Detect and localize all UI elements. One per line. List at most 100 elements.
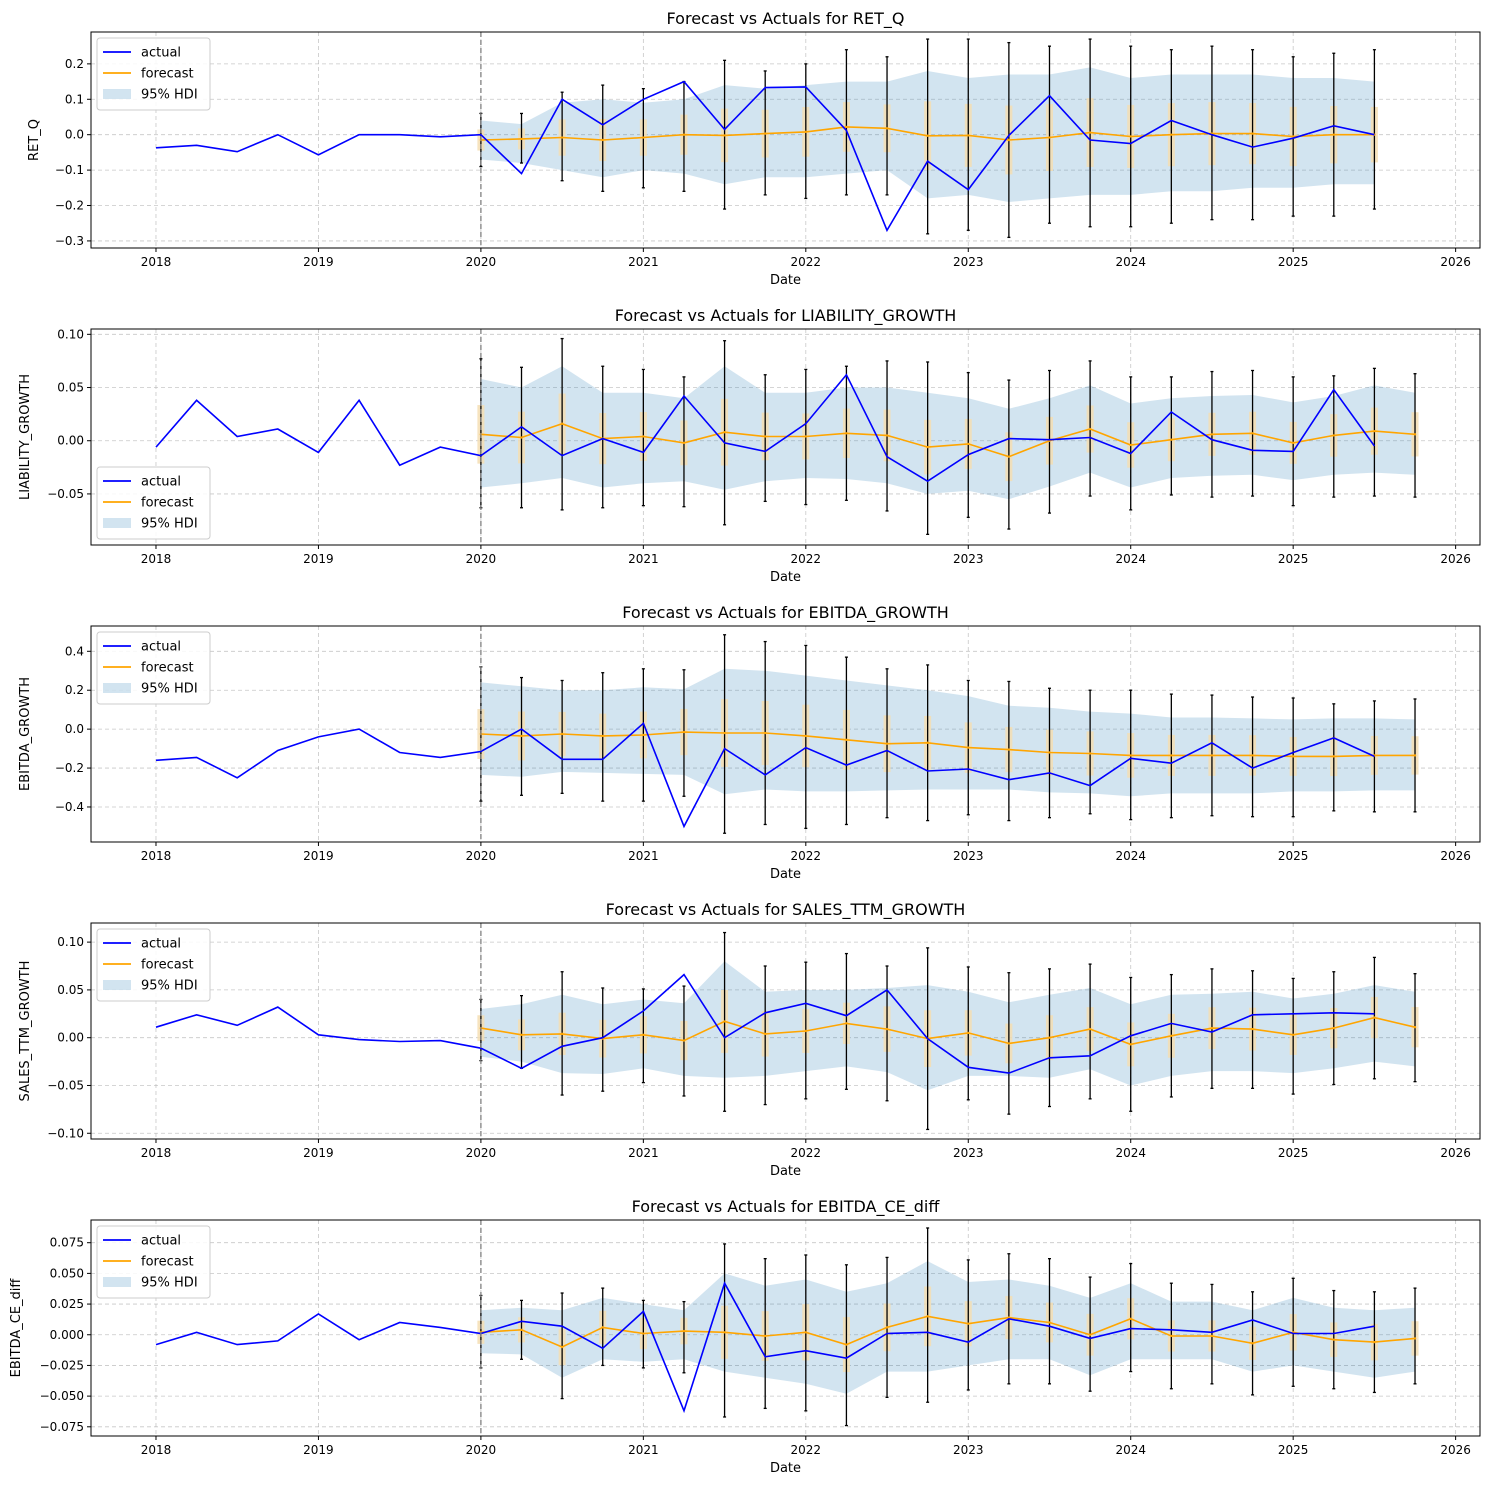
x-axis-label: Date (770, 867, 801, 882)
y-tick-label: 0.2 (65, 683, 84, 697)
legend-label-actual: actual (141, 937, 181, 952)
y-tick-label: 0.2 (65, 57, 84, 71)
forecast-point (926, 1315, 929, 1318)
x-tick-label: 2026 (1440, 552, 1471, 566)
x-tick-label: 2019 (303, 1146, 334, 1160)
forecast-point (1413, 433, 1417, 436)
forecast-point (1170, 754, 1173, 757)
legend-label-hdi: 95% HDI (141, 1276, 198, 1291)
forecast-point (560, 1032, 564, 1036)
forecast-point (1291, 441, 1295, 445)
forecast-point (926, 445, 929, 449)
forecast-point (1413, 1337, 1417, 1340)
forecast-point (520, 137, 523, 141)
forecast-point (601, 138, 604, 142)
y-tick-label: 0.075 (50, 1236, 84, 1250)
x-tick-label: 2018 (141, 1146, 172, 1160)
y-tick-label: 0.000 (50, 1328, 84, 1342)
forecast-point (1048, 751, 1051, 754)
forecast-point (804, 1331, 808, 1334)
chart-title: Forecast vs Actuals for EBITDA_CE_diff (632, 1197, 941, 1217)
forecast-point (1088, 1027, 1092, 1031)
x-tick-label: 2025 (1278, 1146, 1309, 1160)
grid (91, 923, 1480, 1139)
x-tick-label: 2023 (953, 1146, 984, 1160)
forecast-point (1251, 1342, 1254, 1345)
x-tick-label: 2026 (1440, 1146, 1471, 1160)
forecast-point (682, 133, 686, 136)
legend-box (96, 928, 211, 1002)
hdi-band (480, 1261, 1415, 1394)
x-tick-label: 2024 (1115, 1146, 1146, 1160)
x-tick-label: 2023 (953, 1443, 984, 1457)
forecast-point (763, 1334, 767, 1338)
chart-panel-2: Forecast vs Actuals for LIABILITY_GROWTH… (18, 306, 1481, 585)
forecast-point (1332, 1026, 1335, 1030)
forecast-point (601, 1326, 604, 1329)
legend: actual forecast 95% HDI (96, 37, 211, 111)
y-tick-label: 0.1 (65, 92, 84, 106)
y-tick-label: 0.4 (65, 644, 84, 658)
y-tick-label: −0.050 (40, 1389, 84, 1403)
forecast-point (845, 432, 848, 435)
forecast-point (1373, 429, 1376, 433)
forecast-point (845, 1343, 848, 1346)
legend-label-hdi: 95% HDI (141, 88, 198, 103)
chart-title: Forecast vs Actuals for RET_Q (667, 9, 905, 29)
forecast-point (1088, 131, 1092, 134)
legend: actual forecast 95% HDI (96, 928, 211, 1002)
forecast-point (682, 1329, 686, 1333)
forecast-point (1170, 133, 1173, 136)
x-tick-label: 2025 (1278, 849, 1309, 863)
forecast-point (560, 422, 564, 425)
forecast-point (804, 130, 808, 134)
y-tick-label: −0.05 (47, 1078, 84, 1092)
forecast-point (682, 730, 686, 734)
legend-label-forecast: forecast (141, 958, 194, 973)
x-axis-label: Date (770, 1461, 801, 1476)
forecast-point (682, 441, 686, 445)
forecast-point (1251, 1027, 1254, 1031)
x-axis-label: Date (770, 1164, 801, 1179)
y-tick-label: −0.2 (55, 761, 84, 775)
legend-swatch-hdi (103, 89, 131, 99)
x-tick-label: 2024 (1115, 255, 1146, 269)
forecast-point (804, 1029, 808, 1033)
forecast-point (1332, 434, 1335, 437)
y-tick-label: −0.10 (47, 1126, 84, 1140)
forecast-point (1088, 1333, 1092, 1336)
forecast-point (642, 1332, 645, 1335)
x-tick-label: 2018 (141, 849, 172, 863)
x-tick-label: 2021 (628, 552, 659, 566)
forecast-point (642, 136, 645, 139)
legend-label-hdi: 95% HDI (141, 682, 198, 697)
legend-swatch-hdi (103, 1277, 131, 1287)
legend-box (96, 1225, 211, 1299)
y-tick-label: 0.0 (65, 128, 84, 142)
chart-panel-4: Forecast vs Actuals for SALES_TTM_GROWTH… (18, 900, 1481, 1179)
forecast-point (1332, 133, 1335, 136)
actual-line (155, 973, 1375, 1074)
y-tick-label: −0.075 (40, 1420, 84, 1434)
chart-title: Forecast vs Actuals for SALES_TTM_GROWTH (606, 900, 966, 920)
forecast-point (1332, 755, 1335, 758)
forecast-point (642, 1033, 645, 1037)
forecast-point (885, 1027, 889, 1031)
y-tick-label: −0.2 (55, 199, 84, 213)
axes-frame (90, 1219, 1481, 1437)
legend: actual forecast 95% HDI (96, 466, 211, 540)
forecast-point (763, 132, 767, 135)
legend-label-forecast: forecast (141, 67, 194, 82)
forecast-point (1088, 752, 1092, 755)
x-tick-label: 2021 (628, 1443, 659, 1457)
forecast-point (885, 434, 889, 437)
forecast-point (560, 136, 564, 139)
legend-label-forecast: forecast (141, 661, 194, 676)
x-tick-label: 2026 (1440, 255, 1471, 269)
x-tick-label: 2019 (303, 255, 334, 269)
forecast-point (845, 125, 848, 129)
forecast-line (480, 422, 1416, 458)
forecast-point (1007, 138, 1011, 142)
actual-line (155, 80, 1375, 233)
